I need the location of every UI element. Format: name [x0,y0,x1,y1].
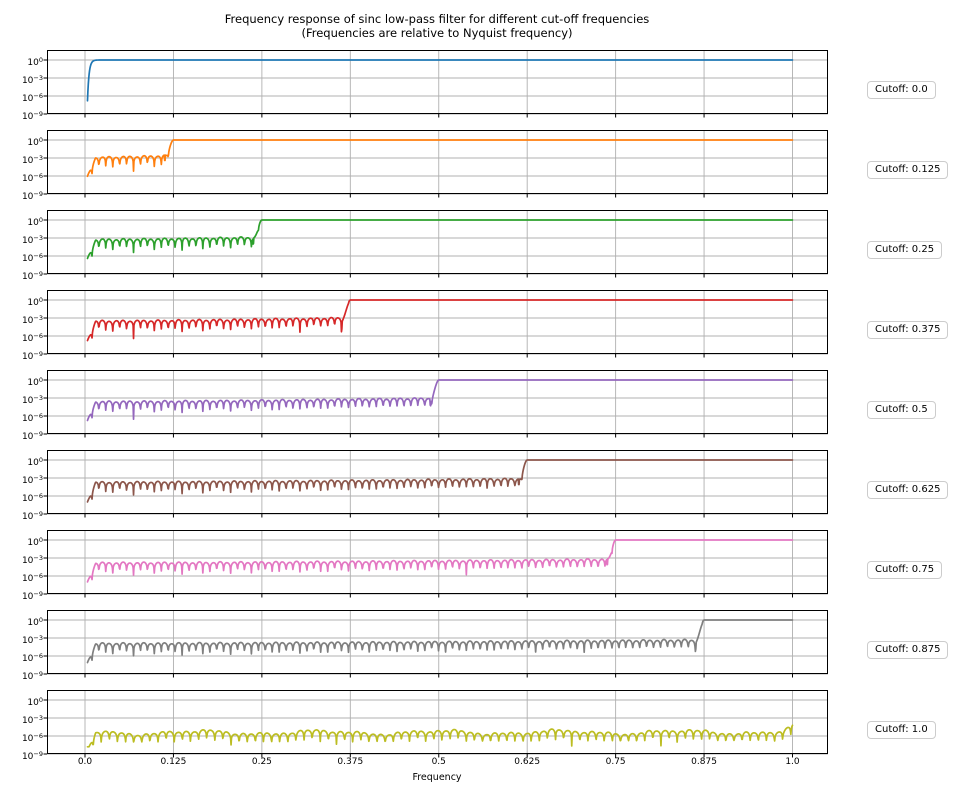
y-tick-exponent: −6 [33,731,43,740]
y-tick-exponent: 0 [38,295,43,304]
y-tick-label: 10−6 [21,331,43,344]
y-tick-label: 10−6 [21,91,43,104]
cutoff-label-box: Cutoff: 0.0 [867,81,936,99]
y-tick-exponent: −6 [33,411,43,420]
y-tick-exponent: −6 [33,491,43,500]
y-tick-label: 10−3 [21,313,43,326]
y-tick-exponent: 0 [38,455,43,464]
y-tick-label: 10−3 [21,233,43,246]
y-tick-label: 10−3 [21,473,43,486]
y-tick-exponent: −3 [33,233,43,242]
x-tick-label: 0.375 [337,757,364,767]
y-tick-label: 10−6 [21,651,43,664]
y-tick-exponent: 0 [38,55,43,64]
cutoff-label-box: Cutoff: 1.0 [867,721,936,739]
cutoff-label-box: Cutoff: 0.75 [867,561,943,579]
y-tick-exponent: −6 [33,571,43,580]
y-tick-exponent: −9 [33,669,43,678]
y-tick-exponent: 0 [38,535,43,544]
x-tick-label: 0.875 [691,757,717,767]
y-tick-exponent: −3 [33,473,43,482]
figure-title-line1: Frequency response of sinc low-pass filt… [224,12,650,26]
y-tick-label: 100 [27,215,43,228]
cutoff-label-box: Cutoff: 0.875 [867,641,949,659]
y-tick-label: 10−6 [21,171,43,184]
y-tick-exponent: 0 [38,615,43,624]
y-tick-exponent: −9 [33,589,43,598]
x-axis-label: Frequency [412,772,462,783]
y-tick-label: 10−3 [21,553,43,566]
y-tick-label: 100 [27,695,43,708]
y-tick-label: 10−9 [21,509,43,522]
y-tick-label: 100 [27,135,43,148]
y-tick-exponent: −9 [33,349,43,358]
y-tick-label: 10−6 [21,251,43,264]
y-tick-exponent: −9 [33,189,43,198]
y-tick-label: 10−3 [21,633,43,646]
y-tick-label: 10−9 [21,749,43,762]
y-tick-exponent: −6 [33,91,43,100]
cutoff-label-box: Cutoff: 0.5 [867,401,936,419]
cutoff-label-box: Cutoff: 0.25 [867,241,943,259]
y-tick-label: 10−9 [21,109,43,122]
y-tick-label: 100 [27,615,43,628]
figure-title-line2: (Frequencies are relative to Nyquist fre… [301,26,573,40]
y-tick-exponent: −3 [33,153,43,162]
y-tick-exponent: −9 [33,269,43,278]
x-tick-label: 0.25 [251,757,272,767]
y-tick-exponent: 0 [38,215,43,224]
y-tick-exponent: −3 [33,313,43,322]
y-tick-label: 10−3 [21,73,43,86]
x-tick-label: 0.5 [431,757,446,767]
y-tick-label: 10−6 [21,571,43,584]
y-tick-label: 100 [27,375,43,388]
y-tick-exponent: −6 [33,171,43,180]
y-tick-label: 10−9 [21,349,43,362]
y-tick-label: 10−9 [21,429,43,442]
y-tick-label: 100 [27,295,43,308]
y-tick-exponent: −3 [33,713,43,722]
y-tick-exponent: −9 [33,509,43,518]
y-tick-label: 10−3 [21,713,43,726]
y-tick-exponent: −3 [33,73,43,82]
y-tick-exponent: 0 [38,375,43,384]
y-tick-exponent: −3 [33,393,43,402]
y-tick-exponent: −6 [33,331,43,340]
x-tick-label: 1.0 [785,757,800,767]
cutoff-label-box: Cutoff: 0.625 [867,481,949,499]
x-tick-label: 0.125 [160,757,187,767]
y-tick-exponent: 0 [38,135,43,144]
y-tick-label: 10−9 [21,589,43,602]
cutoff-label-box: Cutoff: 0.125 [867,161,949,179]
y-tick-exponent: −9 [33,749,43,758]
y-tick-exponent: −9 [33,429,43,438]
y-tick-label: 10−6 [21,411,43,424]
y-tick-exponent: −6 [33,251,43,260]
y-tick-exponent: −9 [33,109,43,118]
y-tick-label: 10−9 [21,269,43,282]
y-tick-label: 10−6 [21,731,43,744]
y-tick-label: 10−9 [21,669,43,682]
x-tick-label: 0.75 [605,757,626,767]
y-tick-label: 100 [27,55,43,68]
y-tick-exponent: −6 [33,651,43,660]
x-tick-label: 0.0 [77,757,93,767]
x-tick-label: 0.625 [514,757,541,767]
cutoff-label-box: Cutoff: 0.375 [867,321,949,339]
y-tick-label: 100 [27,455,43,468]
y-tick-exponent: 0 [38,695,43,704]
y-tick-label: 100 [27,535,43,548]
y-tick-label: 10−3 [21,393,43,406]
y-tick-label: 10−6 [21,491,43,504]
y-tick-exponent: −3 [33,553,43,562]
y-tick-label: 10−3 [21,153,43,166]
y-tick-label: 10−9 [21,189,43,202]
y-tick-exponent: −3 [33,633,43,642]
